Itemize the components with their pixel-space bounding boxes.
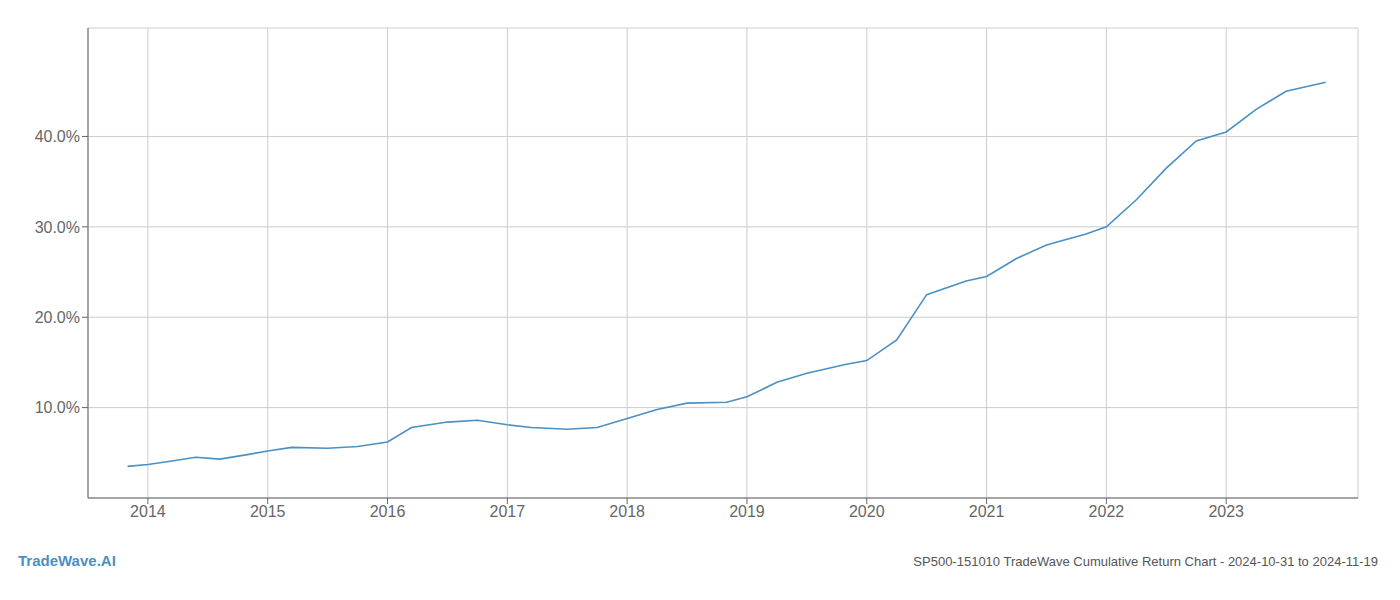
- svg-text:2015: 2015: [250, 503, 286, 520]
- svg-text:2017: 2017: [490, 503, 526, 520]
- svg-text:2016: 2016: [370, 503, 406, 520]
- svg-text:2023: 2023: [1208, 503, 1244, 520]
- svg-text:2014: 2014: [130, 503, 166, 520]
- svg-text:2019: 2019: [729, 503, 765, 520]
- svg-text:2021: 2021: [969, 503, 1005, 520]
- svg-text:2022: 2022: [1089, 503, 1125, 520]
- html-text:SP500-151010 TradeWave Cumulat: SP500-151010 TradeWave Cumulative Return…: [913, 554, 1378, 569]
- svg-text:30.0%: 30.0%: [35, 219, 80, 236]
- svg-text:10.0%: 10.0%: [35, 399, 80, 416]
- svg-text:2020: 2020: [849, 503, 885, 520]
- svg-text:40.0%: 40.0%: [35, 128, 80, 145]
- svg-text:2018: 2018: [609, 503, 645, 520]
- svg-text:20.0%: 20.0%: [35, 309, 80, 326]
- html-text:TradeWave.AI: TradeWave.AI: [18, 552, 116, 569]
